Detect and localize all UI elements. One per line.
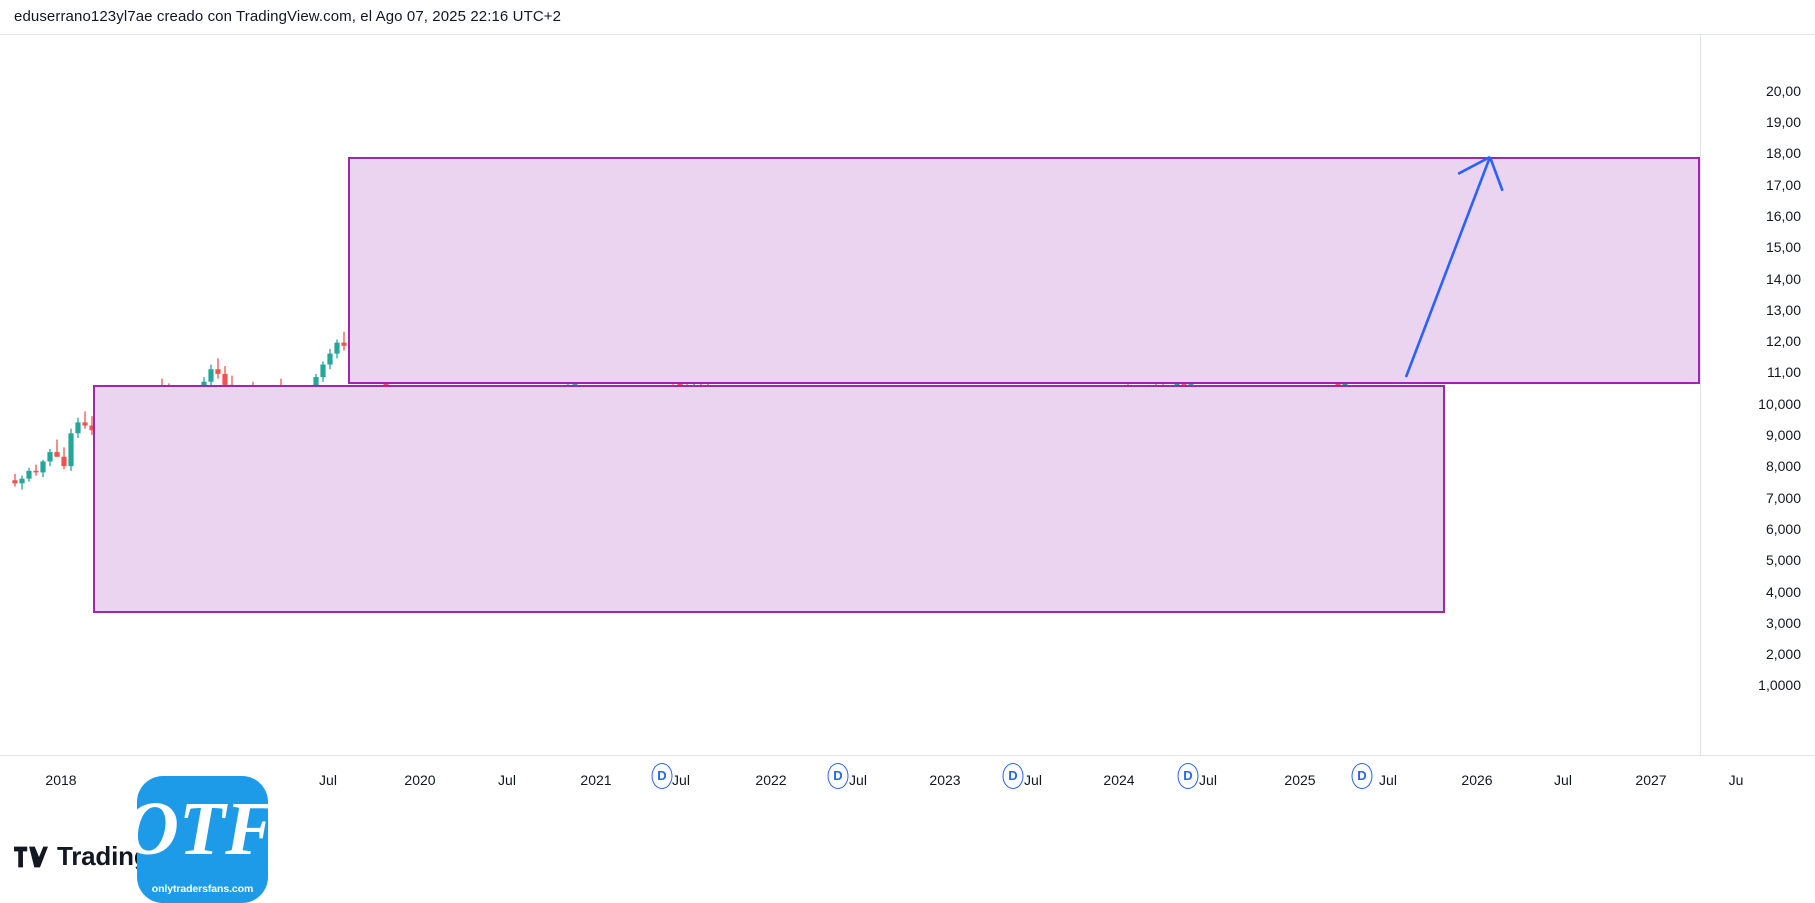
price-axis-label: 5,000 (1765, 552, 1801, 568)
price-axis-label: 4,000 (1765, 584, 1801, 600)
price-axis[interactable]: 20,00 19,00 18,00 17,00 16,00 15,00 14,00 13,00… (1701, 35, 1815, 755)
price-axis-label: 13,00 (1765, 302, 1801, 318)
time-axis-label: Jul (1024, 772, 1042, 788)
price-axis-label: 2,000 (1765, 646, 1801, 662)
time-axis-label: 2027 (1635, 772, 1667, 788)
otf-logo-icon: OTF (137, 787, 268, 871)
time-axis-label: 2018 (45, 772, 77, 788)
time-axis-label: 2020 (404, 772, 436, 788)
price-axis-label: 10,000 (1758, 396, 1801, 412)
price-axis-label: 20,00 (1765, 83, 1801, 99)
time-axis-label: Ju (1728, 772, 1744, 788)
price-axis-label: 1,0000 (1758, 677, 1801, 693)
time-axis-label: 2025 (1284, 772, 1316, 788)
chart-header: eduserrano123yl7ae creado con TradingVie… (0, 0, 1815, 34)
time-scale-divider (0, 755, 1815, 756)
chart-frame: 20,00 19,00 18,00 17,00 16,00 15,00 14,00 13,00… (0, 34, 1815, 903)
otf-watermark-badge: OTF onlytradersfans.com (137, 776, 268, 903)
time-axis-label: 2024 (1103, 772, 1135, 788)
price-axis-label: 6,000 (1765, 521, 1801, 537)
attribution-text: eduserrano123yl7ae creado con TradingVie… (14, 8, 562, 25)
tradingview-logo-icon (14, 846, 48, 867)
time-axis-label: 2022 (755, 772, 787, 788)
time-axis-label: 2023 (929, 772, 961, 788)
price-axis-label: 16,00 (1765, 208, 1801, 224)
price-axis-label: 11,00 (1767, 364, 1801, 380)
dividend-marker[interactable]: D (1351, 763, 1373, 789)
price-axis-label: 9,000 (1765, 427, 1801, 443)
lower-zone-rectangle[interactable] (93, 385, 1445, 613)
time-axis-label: 2021 (580, 772, 612, 788)
price-axis-label: 3,000 (1765, 615, 1801, 631)
time-axis-label: Jul (1199, 772, 1217, 788)
dividend-marker[interactable]: D (1002, 763, 1024, 789)
price-axis-label: 7,000 (1765, 490, 1801, 506)
price-axis-label: 19,00 (1765, 114, 1801, 130)
price-axis-label: 15,00 (1765, 239, 1801, 255)
dividend-marker[interactable]: D (1177, 763, 1199, 789)
price-axis-label: 14,00 (1765, 271, 1801, 287)
time-axis[interactable]: 2018 Jul 2020 Jul 2021 Jul 2022 Jul 2023 Jul 2024 J… (0, 756, 1815, 802)
time-axis-label: Jul (1554, 772, 1572, 788)
price-scale-divider (1700, 35, 1701, 755)
dividend-marker[interactable]: D (827, 763, 849, 789)
time-axis-label: Jul (849, 772, 867, 788)
svg-text:OTF: OTF (137, 787, 268, 871)
time-axis-label: Jul (498, 772, 516, 788)
otf-watermark-url: onlytradersfans.com (151, 883, 254, 895)
time-axis-label: Jul (672, 772, 690, 788)
time-axis-label: Jul (1379, 772, 1397, 788)
price-axis-label: 8,000 (1765, 458, 1801, 474)
price-axis-label: 12,00 (1765, 333, 1801, 349)
chart-pane[interactable] (0, 35, 1700, 755)
price-axis-label: 17,00 (1765, 177, 1801, 193)
price-axis-label: 18,00 (1765, 145, 1801, 161)
time-axis-label: 2026 (1461, 772, 1493, 788)
projection-arrow[interactable] (0, 35, 1700, 755)
dividend-marker[interactable]: D (651, 763, 673, 789)
time-axis-label: Jul (319, 772, 337, 788)
